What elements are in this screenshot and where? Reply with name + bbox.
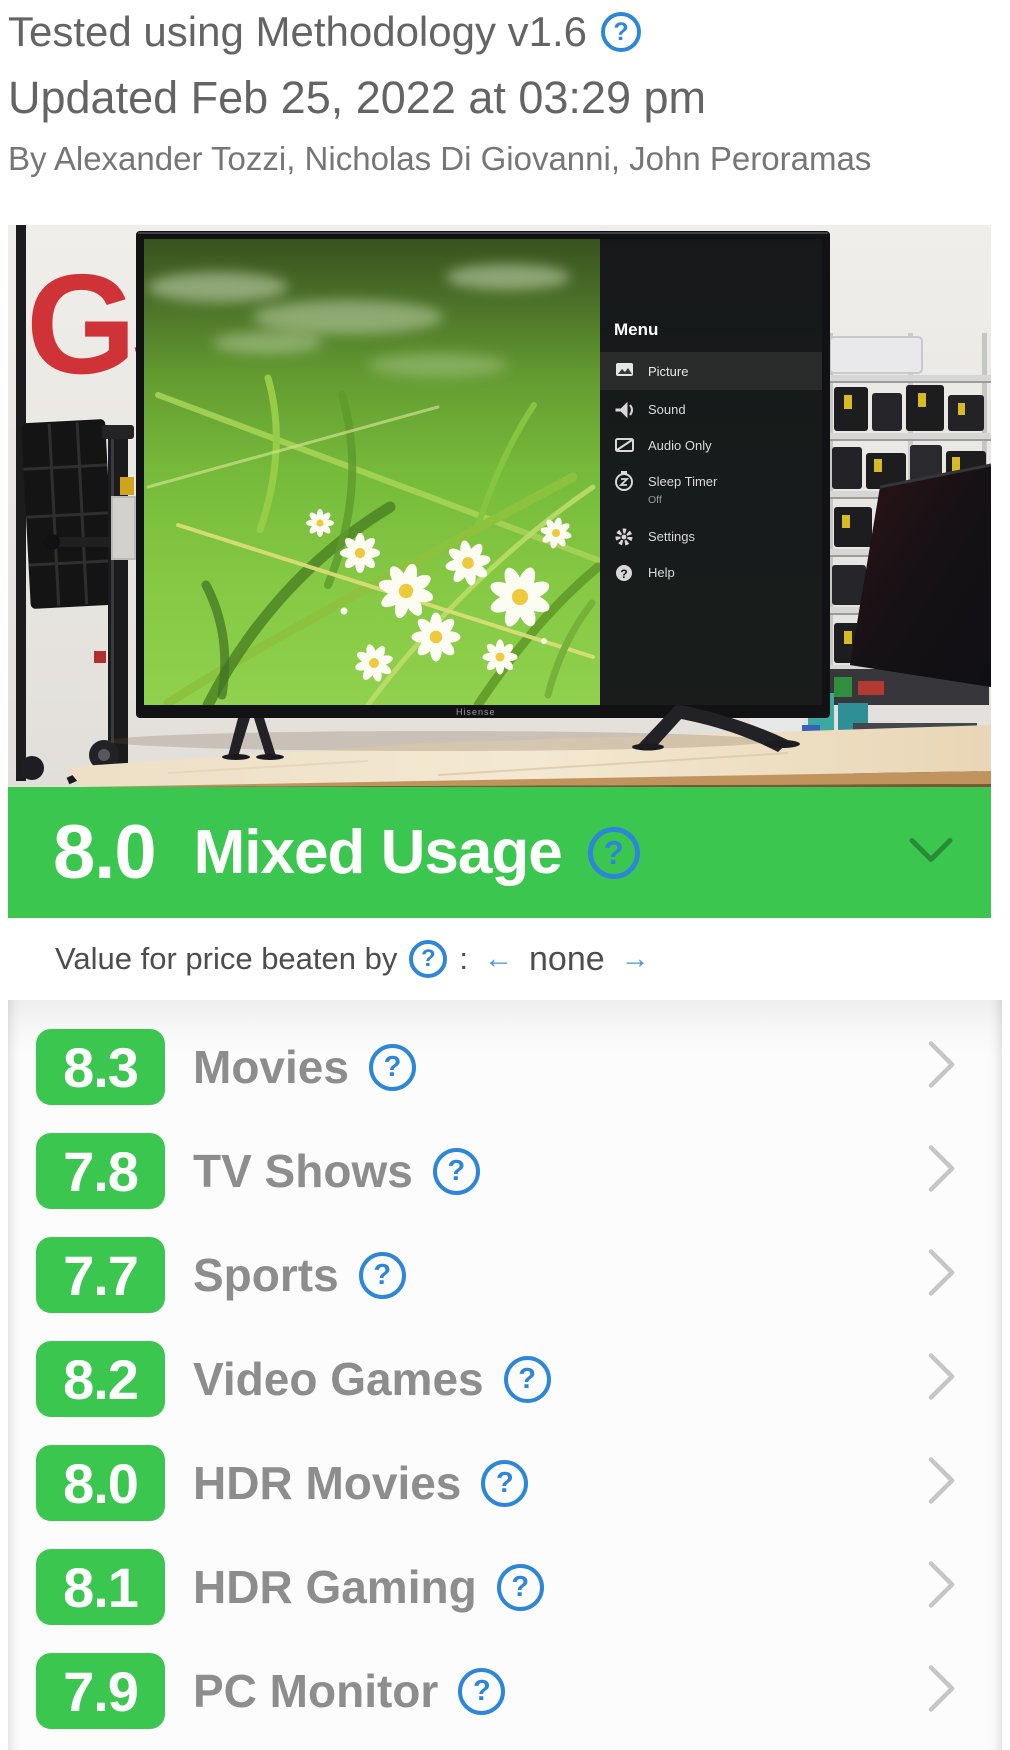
score-badge: 7.7 bbox=[36, 1237, 165, 1313]
tv-menu-sleep-timer-value: Off bbox=[648, 494, 662, 506]
scorecard-section: 8.3 Movies 7.8 TV Shows 7.7 Sports 8.2 V… bbox=[8, 1000, 1002, 1750]
next-arrow[interactable]: → bbox=[620, 942, 650, 975]
tv-menu-item-settings: Settings bbox=[648, 529, 695, 544]
score-row-pc-monitor[interactable]: 7.9 PC Monitor bbox=[8, 1639, 1002, 1743]
sleep-timer-icon bbox=[615, 471, 633, 491]
score-row-sports[interactable]: 7.7 Sports bbox=[8, 1223, 1002, 1327]
methodology-text: Tested using Methodology v1.6 bbox=[8, 8, 588, 55]
sound-icon bbox=[615, 401, 633, 419]
score-label: TV Shows bbox=[193, 1145, 413, 1197]
help-circle-icon: ? bbox=[616, 565, 632, 581]
chevron-right-icon[interactable] bbox=[928, 1561, 956, 1614]
sports-help-icon[interactable] bbox=[358, 1251, 406, 1299]
score-label: Sports bbox=[193, 1249, 339, 1301]
score-row-tv-shows[interactable]: 7.8 TV Shows bbox=[8, 1119, 1002, 1223]
audio-only-icon bbox=[615, 438, 634, 452]
chevron-right-icon[interactable] bbox=[928, 1353, 956, 1406]
tv-menu-overlay: Menu Picture Sound Audio Only bbox=[600, 239, 822, 705]
score-row-movies[interactable]: 8.3 Movies bbox=[8, 1015, 1002, 1119]
hdr-gaming-help-icon[interactable] bbox=[496, 1563, 544, 1611]
tv-menu-highlight bbox=[600, 352, 822, 390]
chevron-right-icon[interactable] bbox=[928, 1249, 956, 1302]
mixed-usage-score: 8.0 bbox=[53, 810, 157, 895]
score-label: Video Games bbox=[193, 1353, 484, 1405]
hdr-movies-help-icon[interactable] bbox=[481, 1459, 529, 1507]
score-label: HDR Gaming bbox=[193, 1561, 477, 1613]
movies-help-icon[interactable] bbox=[368, 1043, 416, 1091]
tv-menu-item-sound: Sound bbox=[648, 402, 686, 417]
tv-menu-item-sleep-timer: Sleep Timer bbox=[648, 474, 718, 489]
score-badge: 8.2 bbox=[36, 1341, 165, 1417]
chevron-right-icon[interactable] bbox=[928, 1145, 956, 1198]
byline: By Alexander Tozzi, Nicholas Di Giovanni… bbox=[8, 140, 872, 177]
value-for-price-row: Value for price beaten by : ← none → bbox=[8, 918, 991, 1000]
settings-icon bbox=[615, 528, 633, 546]
updated-timestamp: Updated Feb 25, 2022 at 03:29 pm bbox=[8, 72, 707, 123]
leaning-tv bbox=[850, 463, 991, 687]
tv-brand-logo: Hisense bbox=[456, 707, 496, 717]
chevron-right-icon[interactable] bbox=[928, 1665, 956, 1718]
methodology-help-icon[interactable] bbox=[601, 12, 642, 52]
score-label: Movies bbox=[193, 1041, 349, 1093]
value-for-price-text: Value for price beaten by bbox=[55, 941, 398, 976]
mixed-usage-help-icon[interactable] bbox=[587, 826, 640, 879]
mixed-usage-banner[interactable]: 8.0 Mixed Usage bbox=[8, 787, 991, 918]
daisy-flowers bbox=[306, 509, 575, 690]
value-colon: : bbox=[459, 941, 468, 976]
value-for-price-help-icon[interactable] bbox=[409, 940, 448, 978]
chevron-right-icon[interactable] bbox=[928, 1457, 956, 1510]
television: Menu Picture Sound Audio Only bbox=[136, 231, 830, 760]
pc-monitor-help-icon[interactable] bbox=[458, 1667, 506, 1715]
tv-menu-title: Menu bbox=[614, 320, 658, 339]
chevron-right-icon[interactable] bbox=[928, 1041, 956, 1094]
score-badge: 8.1 bbox=[36, 1549, 165, 1625]
tv-legs bbox=[222, 705, 800, 760]
score-row-video-games[interactable]: 8.2 Video Games bbox=[8, 1327, 1002, 1431]
score-badge: 7.9 bbox=[36, 1653, 165, 1729]
tv-menu-item-audio-only: Audio Only bbox=[648, 438, 712, 453]
mixed-usage-label: Mixed Usage bbox=[193, 818, 563, 887]
score-label: PC Monitor bbox=[193, 1665, 439, 1717]
svg-text:?: ? bbox=[620, 567, 627, 581]
chevron-down-icon[interactable] bbox=[909, 837, 953, 868]
light-stand bbox=[16, 225, 138, 785]
tv-shows-help-icon[interactable] bbox=[432, 1147, 480, 1195]
score-label: HDR Movies bbox=[193, 1457, 462, 1509]
value-for-price-value: none bbox=[529, 939, 605, 978]
product-photo: GS. bbox=[8, 225, 991, 787]
tv-menu-item-help: Help bbox=[648, 565, 675, 580]
score-badge: 8.3 bbox=[36, 1029, 165, 1105]
tv-menu-item-picture: Picture bbox=[648, 364, 688, 379]
methodology-line: Tested using Methodology v1.6 bbox=[8, 8, 642, 56]
score-row-hdr-gaming[interactable]: 8.1 HDR Gaming bbox=[8, 1535, 1002, 1639]
tv-lab-photo-illustration: GS. bbox=[8, 225, 991, 787]
picture-icon bbox=[616, 363, 633, 376]
score-badge: 7.8 bbox=[36, 1133, 165, 1209]
score-badge: 8.0 bbox=[36, 1445, 165, 1521]
video-games-help-icon[interactable] bbox=[503, 1355, 551, 1403]
previous-arrow[interactable]: ← bbox=[484, 942, 513, 975]
score-row-hdr-movies[interactable]: 8.0 HDR Movies bbox=[8, 1431, 1002, 1535]
